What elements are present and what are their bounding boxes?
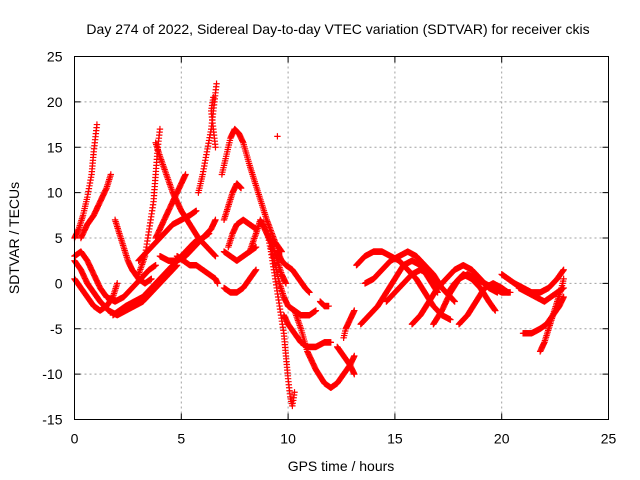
y-tick-label: -15 <box>42 412 62 428</box>
series-arc-06 <box>111 216 155 287</box>
x-tick-label: 0 <box>71 431 79 447</box>
series-arc-12 <box>173 252 221 287</box>
series-arc-28 <box>340 307 358 342</box>
data-point <box>93 121 101 128</box>
data-point <box>156 125 164 133</box>
x-axis-label: GPS time / hours <box>288 458 395 474</box>
series-arc-02 <box>77 171 115 242</box>
series-arc-15 <box>208 94 219 151</box>
series-arc-18 <box>225 216 260 251</box>
series-arc-01 <box>71 121 101 242</box>
x-tick-label: 20 <box>494 431 510 447</box>
series-arc-27 <box>316 298 332 310</box>
series-arc-20 <box>220 266 260 296</box>
series-arc-09 <box>152 139 219 260</box>
data-point <box>212 252 219 260</box>
series-arc-11 <box>135 207 200 264</box>
data-point <box>351 307 358 314</box>
series-arc-08 <box>135 125 164 278</box>
y-tick-label: -5 <box>50 321 63 337</box>
data-point <box>148 275 155 283</box>
series-arc-37 <box>455 280 512 328</box>
y-tick-label: 10 <box>47 185 63 201</box>
data-point <box>214 280 221 287</box>
x-tick-label: 10 <box>280 431 296 447</box>
series-arc-19 <box>220 243 260 264</box>
series-arc-13 <box>156 216 219 264</box>
y-tick-label: 25 <box>47 49 63 65</box>
series-arc-17 <box>220 180 245 224</box>
data-point <box>325 302 332 310</box>
data-point <box>282 280 290 287</box>
chart-title: Day 274 of 2022, Sidereal Day-to-day VTE… <box>86 21 589 37</box>
y-tick-label: 20 <box>47 94 63 110</box>
data-point <box>107 171 115 178</box>
series-arc-25 <box>274 248 313 296</box>
data-point <box>237 184 245 192</box>
axes: 0 5 10 15 20 25 -15 -10 -5 0 5 10 15 20 25 <box>42 49 616 447</box>
data-point <box>182 171 189 178</box>
series-arc-16 <box>218 125 285 255</box>
y-tick-label: 15 <box>47 139 63 155</box>
x-tick-label: 25 <box>601 431 617 447</box>
y-tick-label: 0 <box>55 275 63 291</box>
data-point <box>312 307 320 314</box>
series-arc-36 <box>445 271 499 314</box>
data-point <box>504 289 512 296</box>
series-arc-10 <box>152 171 189 242</box>
series-arc-26 <box>291 307 358 391</box>
data-point <box>274 133 281 140</box>
data-point <box>451 298 458 305</box>
series-arc-29 <box>334 343 358 378</box>
x-tick-label: 15 <box>387 431 403 447</box>
data-point <box>152 262 159 269</box>
series-arc-23 <box>267 243 320 319</box>
data-point <box>291 389 298 396</box>
data-point <box>114 280 121 287</box>
y-axis-label: SDTVAR / TECUs <box>6 182 22 294</box>
data-point <box>213 80 220 87</box>
series-arc-24 <box>280 311 335 351</box>
y-tick-label: -10 <box>42 366 62 382</box>
data-point <box>351 352 358 360</box>
data-point <box>210 94 217 101</box>
y-tick-label: 5 <box>55 230 63 246</box>
data-point <box>327 339 335 346</box>
data-point <box>212 216 219 224</box>
data-point <box>351 370 358 378</box>
series-outlier <box>274 133 281 140</box>
data-point <box>193 207 200 214</box>
data-point <box>252 266 260 273</box>
data-point <box>447 316 454 323</box>
data-point <box>306 289 313 296</box>
data-marks <box>71 80 567 410</box>
x-tick-label: 5 <box>177 431 185 447</box>
data-point <box>492 307 499 314</box>
